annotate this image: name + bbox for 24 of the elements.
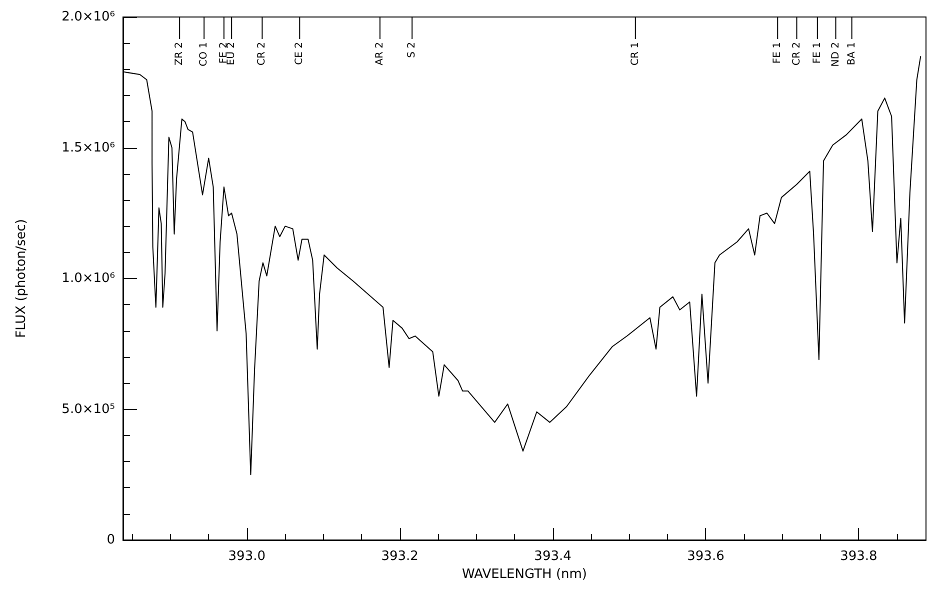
x-tick-label: 393.8	[840, 549, 878, 564]
ref-line-label: CR 2	[791, 42, 802, 66]
ref-line-label: CR 1	[630, 42, 641, 66]
ref-line-label: S 2	[406, 42, 418, 58]
ref-line-label: CO 1	[198, 42, 210, 66]
x-tick-label: 393.0	[228, 549, 266, 564]
ref-line-label: FE 1	[812, 42, 823, 64]
y-tick-label: 0	[106, 532, 115, 548]
y-axis-title: FLUX (photon/sec)	[14, 219, 29, 338]
x-tick-label: 393.2	[381, 549, 418, 564]
ref-line-label: BA 1	[846, 42, 858, 66]
y-tick-label: 1.5×10⁶	[62, 140, 115, 156]
ref-line-label: CR 2	[256, 42, 268, 66]
y-tick-label: 1.0×10⁶	[62, 271, 115, 286]
ref-line-label: ZR 2	[174, 42, 186, 66]
x-tick-label: 393.4	[534, 549, 572, 564]
x-tick-label: 393.6	[687, 549, 724, 564]
y-tick-label: 5.0×10⁵	[62, 402, 115, 417]
x-axis-title: WAVELENGTH (nm)	[462, 567, 587, 582]
ref-line-label: FE 1	[772, 42, 784, 64]
y-tick-label: 2.0×10⁶	[62, 10, 115, 24]
ref-line-label: CE 2	[294, 42, 306, 65]
ref-line-label: AR 2	[374, 42, 386, 66]
ref-line-label: ND 2	[830, 42, 842, 67]
